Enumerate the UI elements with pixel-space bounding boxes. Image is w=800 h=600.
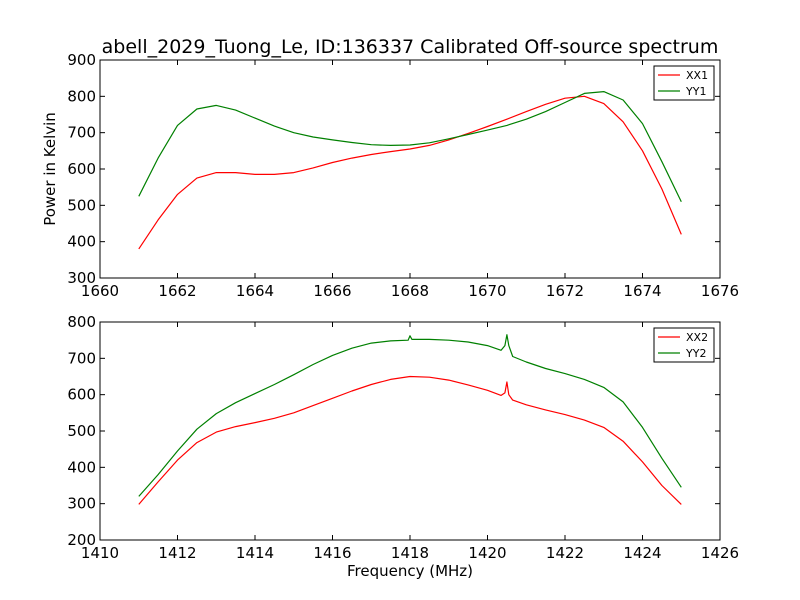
plot-area <box>99 59 721 279</box>
x-tick-label: 1674 <box>623 282 661 300</box>
series-group <box>138 334 682 505</box>
series-line-yy2 <box>138 334 682 497</box>
series-line-xx1 <box>138 95 682 250</box>
y-tick-label: 600 <box>67 386 96 404</box>
x-tick-label: 1424 <box>623 544 661 562</box>
x-tick-label: 1668 <box>391 282 429 300</box>
y-tick-label: 400 <box>67 233 96 251</box>
x-tick-label: 1414 <box>236 544 274 562</box>
x-tick-label: 1426 <box>701 544 739 562</box>
series-line-yy1 <box>138 90 682 202</box>
x-tick-label: 1666 <box>313 282 351 300</box>
y-axis-label: Power in Kelvin <box>41 112 59 226</box>
x-tick-label: 1422 <box>546 544 584 562</box>
legend-label: YY1 <box>685 85 706 98</box>
x-tick-label: 1662 <box>158 282 196 300</box>
x-tick-label: 1412 <box>158 544 196 562</box>
bottom-panel: 1410 1412 1414 1416 1418 1420 1422 1424 1426 200 3… <box>67 313 739 580</box>
y-tick-label: 500 <box>67 422 96 440</box>
y-tick-label: 600 <box>67 160 96 178</box>
x-tick-label: 1670 <box>468 282 506 300</box>
y-tick-label: 700 <box>67 124 96 142</box>
chart-title: abell_2029_Tuong_Le, ID:136337 Calibrate… <box>102 36 719 58</box>
top-panel: 1660 1662 1664 1666 1668 1670 1672 1674 1676 300 4… <box>41 51 739 300</box>
legend-label: YY2 <box>685 347 706 360</box>
y-tick-label: 500 <box>67 196 96 214</box>
y-tick-label: 300 <box>67 495 96 513</box>
x-tick-label: 1410 <box>81 544 119 562</box>
legend-box <box>653 65 715 101</box>
legend-label: XX1 <box>686 69 708 82</box>
x-tick-label: 1676 <box>701 282 739 300</box>
y-tick-label: 900 <box>67 51 96 69</box>
series-line-xx2 <box>138 375 682 505</box>
y-tick-label: 700 <box>67 349 96 367</box>
y-tick-label: 800 <box>67 87 96 105</box>
y-tick-label: 400 <box>67 458 96 476</box>
legend-box <box>653 327 715 363</box>
x-tick-label: 1416 <box>313 544 351 562</box>
legend-label: XX2 <box>686 331 708 344</box>
x-tick-label: 1418 <box>391 544 429 562</box>
x-tick-label: 1672 <box>546 282 584 300</box>
x-tick-label: 1660 <box>81 282 119 300</box>
y-tick-label: 200 <box>67 531 96 549</box>
x-tick-label: 1420 <box>468 544 506 562</box>
y-tick-label: 800 <box>67 313 96 331</box>
x-axis-label: Frequency (MHz) <box>347 562 473 580</box>
x-tick-label: 1664 <box>236 282 274 300</box>
plot-area <box>99 321 721 541</box>
y-tick-label: 300 <box>67 269 96 287</box>
series-group <box>138 90 682 250</box>
